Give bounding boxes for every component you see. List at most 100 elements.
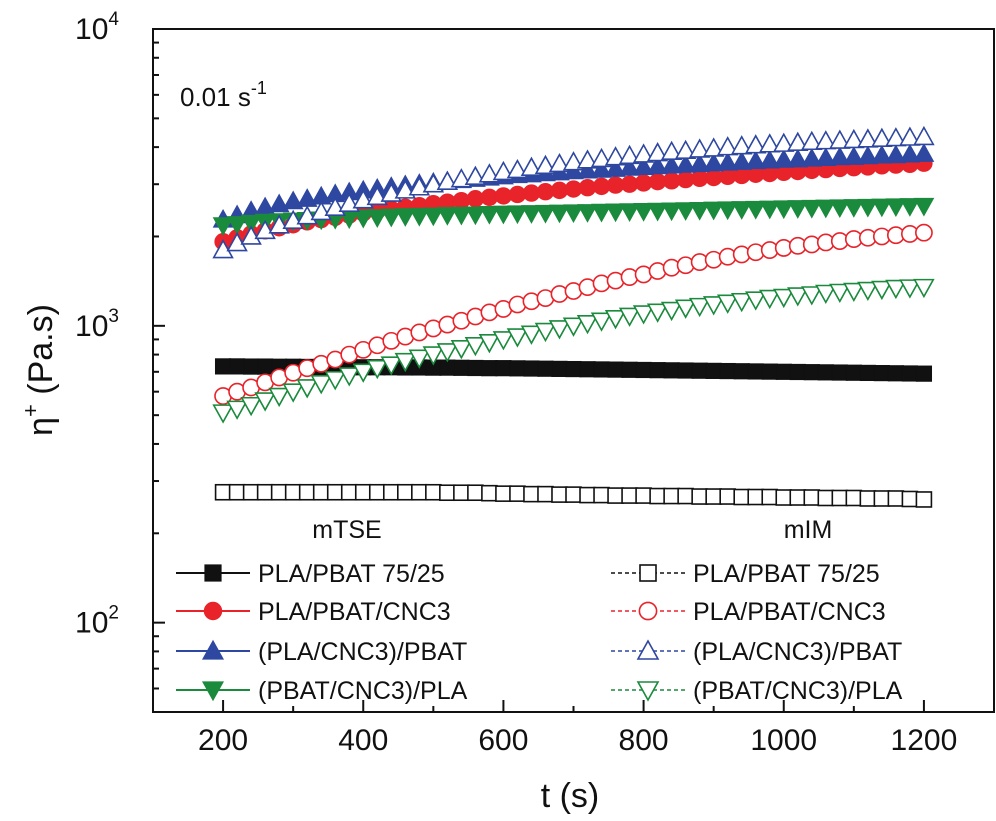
x-tick-label: 600 [478,724,528,757]
data-point [254,219,276,240]
data-point [758,133,781,153]
data-point [408,207,430,227]
data-point [744,291,767,311]
data-point [563,204,584,224]
data-point [621,487,638,504]
data-point [817,489,835,507]
data-point [507,205,528,225]
data-point [621,361,638,378]
data-point [242,483,260,501]
data-point [492,331,515,351]
data-point [663,362,680,379]
data-point [632,305,655,325]
data-point [731,201,753,220]
y-tick-label: 104 [75,9,119,46]
data-point [647,202,668,222]
data-point [747,488,765,506]
data-point [717,201,739,221]
data-point [229,358,246,375]
data-point [815,147,837,166]
x-axis-title: t (s) [541,777,600,815]
data-point [915,223,933,242]
data-point [226,216,248,235]
data-point [509,360,526,377]
data-point [789,363,806,381]
data-point [915,365,933,382]
data-point [803,489,821,506]
data-point [688,138,711,158]
data-point [366,209,388,228]
data-point [422,207,444,227]
legend-marker [204,564,222,582]
series-2 [212,143,935,228]
data-point [759,149,781,169]
data-point [425,483,442,501]
data-point [282,383,304,403]
data-point [899,279,921,299]
data-point [787,200,809,219]
data-point [661,154,683,174]
data-point [773,288,795,309]
data-point [481,484,498,502]
data-point [829,129,851,149]
data-point [436,343,459,363]
data-point [635,487,652,504]
legend-marker [638,601,658,621]
legend-label: (PBAT/CNC3)/PLA [693,677,903,705]
data-point [549,204,570,224]
data-point [296,379,318,399]
data-point [593,361,610,378]
legend-label: PLA/PBAT/CNC3 [258,598,451,626]
data-point [240,225,262,245]
data-point [450,339,473,360]
data-point [619,203,640,222]
data-point [635,361,652,379]
legend-group-title: mTSE [312,516,381,544]
legend-label: (PBAT/CNC3)/PLA [258,677,468,705]
data-point [674,139,697,160]
data-point [773,149,795,168]
data-point [633,203,654,222]
data-point [562,151,585,171]
data-point [228,483,246,501]
series-4 [214,483,933,508]
data-point [716,294,739,314]
data-point [915,491,933,508]
data-point [801,199,823,219]
data-point [677,487,694,505]
data-point [702,296,725,316]
data-point [591,158,612,178]
x-tick-label: 1000 [750,724,817,757]
data-point [326,483,344,501]
data-point [453,484,470,502]
data-point [913,278,935,299]
data-point [689,153,711,173]
data-point [565,486,582,503]
data-point [646,142,669,162]
data-point [562,317,585,337]
data-point [506,158,529,179]
data-point [815,199,837,219]
legend-marker [203,601,223,621]
data-point [366,359,389,380]
data-point [913,143,935,162]
data-point [537,360,554,377]
data-point [492,160,515,181]
data-point [730,292,753,313]
data-point [871,198,893,218]
data-point [773,132,795,152]
legend-marker [201,639,225,660]
data-point [436,207,458,226]
data-point [759,200,781,220]
data-point [885,127,907,147]
data-point [590,312,613,332]
x-tick-label: 800 [619,724,669,757]
data-point [702,137,725,157]
data-point [787,148,809,168]
data-point [240,396,262,417]
legend-label: (PLA/CNC3)/PBAT [258,638,467,666]
data-point [689,201,711,221]
data-point [717,151,739,171]
data-point [243,358,260,375]
data-point [899,143,921,163]
